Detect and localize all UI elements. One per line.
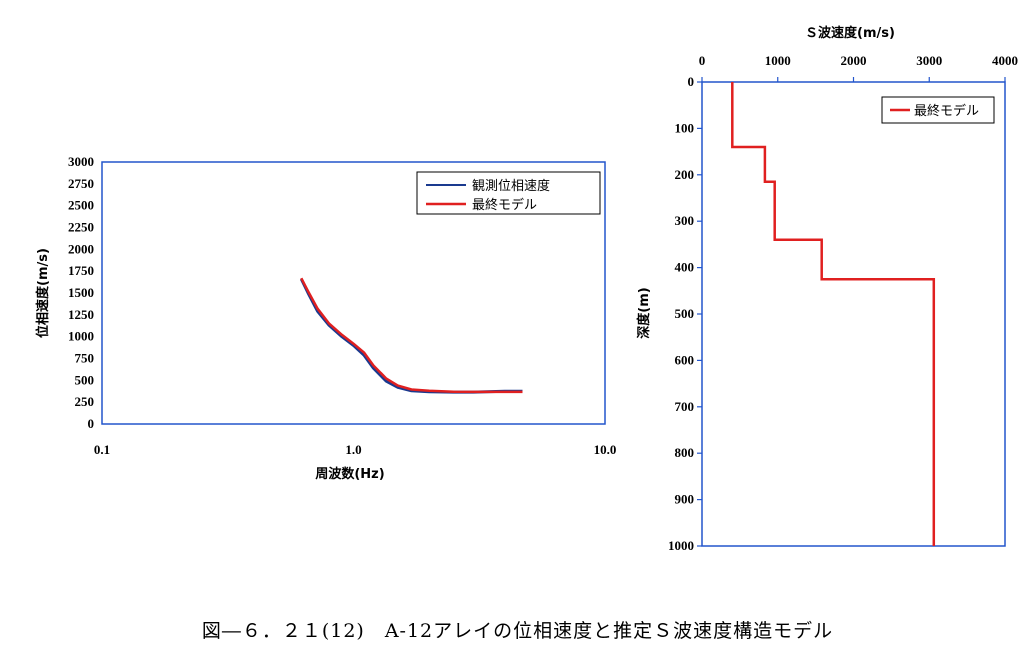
- chart1-legend-label-model: 最終モデル: [472, 197, 537, 213]
- chart2-x-tick-label: 1000: [765, 53, 791, 68]
- chart1-y-tick-label: 1250: [68, 307, 94, 322]
- chart1-series-lines: [299, 277, 523, 394]
- chart1-x-tick-label: 10.0: [594, 442, 617, 457]
- chart2-y-tick-label: 900: [675, 492, 695, 507]
- figure-caption: 図―６．２１(12) A-12アレイの位相速度と推定Ｓ波速度構造モデル: [201, 620, 834, 642]
- chart1-x-tick-labels: 0.1 1.0 10.0: [94, 442, 617, 457]
- chart2-x-tick-label: 3000: [916, 53, 942, 68]
- chart1-x-tick-label: 1.0: [345, 442, 361, 457]
- chart2-y-tick-label: 400: [675, 260, 695, 275]
- chart2-y-tick-label: 1000: [668, 538, 694, 553]
- phase-velocity-chart: 0 250 500 750 1000 1250 1500 1750 2000 2250 2500 27…: [35, 154, 616, 482]
- chart1-y-tick-label: 250: [75, 394, 95, 409]
- chart1-legend-label-observed: 観測位相速度: [472, 178, 550, 194]
- chart2-y-tick-labels: 0 100 200 300 400 500 600 700 800 900 1000: [668, 74, 702, 553]
- chart1-y-tick-label: 2750: [68, 176, 94, 191]
- chart2-y-tick-label: 0: [688, 74, 695, 89]
- chart2-y-tick-label: 800: [675, 445, 695, 460]
- chart2-x-tick-labels: 0 1000 2000 3000 4000: [699, 53, 1018, 82]
- chart2-x-tick-label: 4000: [992, 53, 1018, 68]
- chart2-series-lines: [731, 82, 936, 546]
- chart1-series-line-0: [299, 278, 523, 394]
- chart2-y-tick-label: 500: [675, 306, 695, 321]
- chart2-plot-frame: [701, 81, 1006, 547]
- chart2-y-tick-label: 600: [675, 352, 695, 367]
- chart1-y-tick-label: 2250: [68, 220, 94, 235]
- chart1-y-tick-label: 2500: [68, 198, 94, 213]
- chart2-legend: 最終モデル: [881, 96, 995, 124]
- chart1-x-tick-label: 0.1: [94, 442, 110, 457]
- chart2-title: Ｓ波速度(m/s): [805, 25, 895, 41]
- s-wave-velocity-profile-chart: Ｓ波速度(m/s) 0 1000 2000 3000 4000 0 100 200 300 40…: [636, 25, 1018, 553]
- chart1-y-tick-label: 3000: [68, 154, 94, 169]
- chart2-x-tick-label: 2000: [841, 53, 867, 68]
- chart1-y-axis-label: 位相速度(m/s): [35, 248, 51, 338]
- chart1-y-tick-labels: 0 250 500 750 1000 1250 1500 1750 2000 2250 2500 27…: [68, 154, 94, 431]
- chart1-x-axis-label: 周波数(Hz): [315, 466, 384, 482]
- chart2-y-axis-label: 深度(m): [636, 287, 652, 338]
- chart2-y-tick-label: 700: [675, 399, 695, 414]
- chart1-y-tick-label: 1500: [68, 285, 94, 300]
- chart1-y-tick-label: 2000: [68, 241, 94, 256]
- chart1-plot-frame: [101, 161, 606, 425]
- chart1-series-line-1: [300, 277, 523, 394]
- chart1-y-tick-label: 1750: [68, 263, 94, 278]
- chart2-y-tick-label: 100: [675, 120, 695, 135]
- chart2-y-tick-label: 200: [675, 167, 695, 182]
- chart2-legend-label-model: 最終モデル: [914, 103, 979, 119]
- chart1-y-tick-label: 750: [75, 351, 95, 366]
- chart1-y-tick-label: 0: [88, 416, 95, 431]
- chart2-y-tick-label: 300: [675, 213, 695, 228]
- chart1-legend-box: [416, 171, 601, 215]
- chart1-y-tick-label: 500: [75, 372, 95, 387]
- chart2-x-tick-label: 0: [699, 53, 706, 68]
- chart1-y-tick-label: 1000: [68, 329, 94, 344]
- chart1-legend: 観測位相速度 最終モデル: [416, 171, 601, 215]
- chart2-series-line-0: [731, 82, 936, 546]
